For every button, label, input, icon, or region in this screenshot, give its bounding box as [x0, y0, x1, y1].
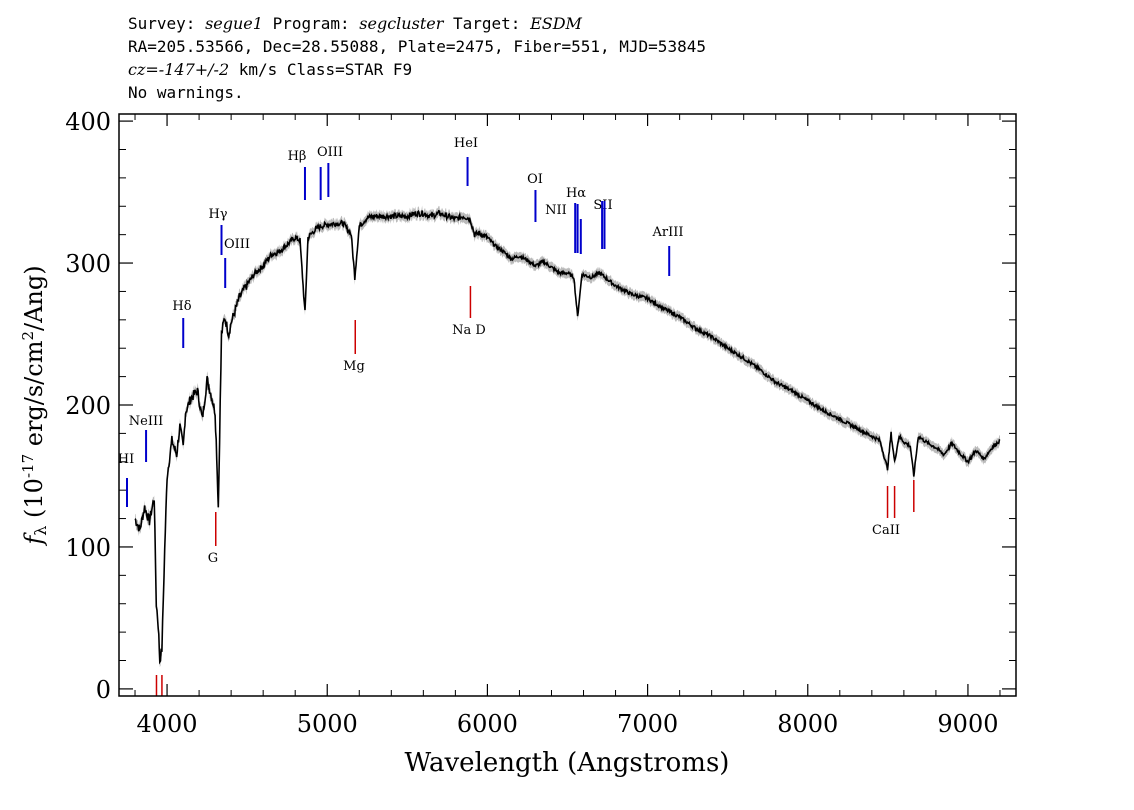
emission-line-label: Hβ [288, 149, 307, 164]
x-tick-label: 8000 [777, 710, 838, 738]
emission-line-label: SII [593, 198, 612, 213]
y-axis-label-part: erg/s/cm [20, 340, 48, 454]
emission-line-label: Hα [566, 186, 586, 201]
absorption-line-label: Na D [452, 323, 486, 338]
y-tick-label: 400 [65, 108, 111, 136]
target-value: ESDM [530, 14, 582, 33]
y-tick-label: 100 [65, 534, 111, 562]
axis-ticks: 4000 5000 6000 7000 8000 9000 0 100 200 300 400 [65, 108, 1016, 738]
absorption-line-label: Mg [343, 359, 365, 374]
emission-line-label: ArIII [651, 225, 683, 240]
plot-frame [118, 113, 1017, 697]
x-tick-label: 7000 [617, 710, 678, 738]
y-axis-label-part: 2 [19, 331, 37, 341]
absorption-line-label: G [208, 551, 218, 566]
emission-line-label: NII [545, 203, 567, 218]
emission-line-label: Hγ [208, 207, 227, 222]
emission-line-label: HeI [454, 136, 478, 151]
y-axis-label-part: (10 [20, 478, 48, 526]
program-label: Program: [272, 14, 350, 33]
target-label: Target: [453, 14, 521, 33]
spectrum-header: Survey: segue1 Program: segcluster Targe… [128, 12, 706, 104]
x-tick-label: 5000 [297, 710, 358, 738]
spectrum-line [134, 209, 1001, 665]
survey-value: segue1 [205, 14, 263, 33]
cz-label: cz= [128, 60, 159, 79]
program-value: segcluster [359, 14, 444, 33]
y-axis-label: fλ (10-17 erg/s/cm2/Ang) [19, 265, 50, 546]
x-axis-label: Wavelength (Angstroms) [405, 748, 730, 778]
header-line-3: cz=-147+/-2 km/s Class=STAR F9 [128, 58, 706, 81]
y-axis-label-part: -17 [19, 454, 37, 478]
cz-value: -147+/-2 [158, 60, 230, 79]
emission-line-label: NeIII [129, 414, 163, 429]
emission-line-label: HI [118, 452, 134, 467]
header-line-1: Survey: segue1 Program: segcluster Targe… [128, 12, 706, 35]
y-axis-label-part: λ [31, 526, 50, 536]
emission-line-label: OI [527, 172, 543, 187]
x-tick-label: 9000 [937, 710, 998, 738]
survey-label: Survey: [128, 14, 196, 33]
x-tick-label: 6000 [457, 710, 518, 738]
emission-line-label: OIII [224, 237, 250, 252]
spectrum-series [134, 209, 1001, 665]
y-tick-label: 200 [65, 392, 111, 420]
absorption-line-label: CaII [872, 523, 900, 538]
emission-line-label: Hδ [172, 299, 191, 314]
emission-line-label: OIII [317, 145, 343, 160]
line-markers: HI NeIII Hδ Hγ OIII Hβ OIII HeI OI NII Hα SII ArIII G… [118, 136, 915, 696]
y-tick-label: 300 [65, 250, 111, 278]
cz-units: km/s Class=STAR F9 [229, 60, 413, 79]
y-tick-label: 0 [96, 676, 111, 704]
x-tick-label: 4000 [137, 710, 198, 738]
header-line-2: RA=205.53566, Dec=28.55088, Plate=2475, … [128, 37, 706, 56]
header-line-4: No warnings. [128, 83, 244, 102]
y-axis-label-part: /Ang) [20, 265, 48, 331]
